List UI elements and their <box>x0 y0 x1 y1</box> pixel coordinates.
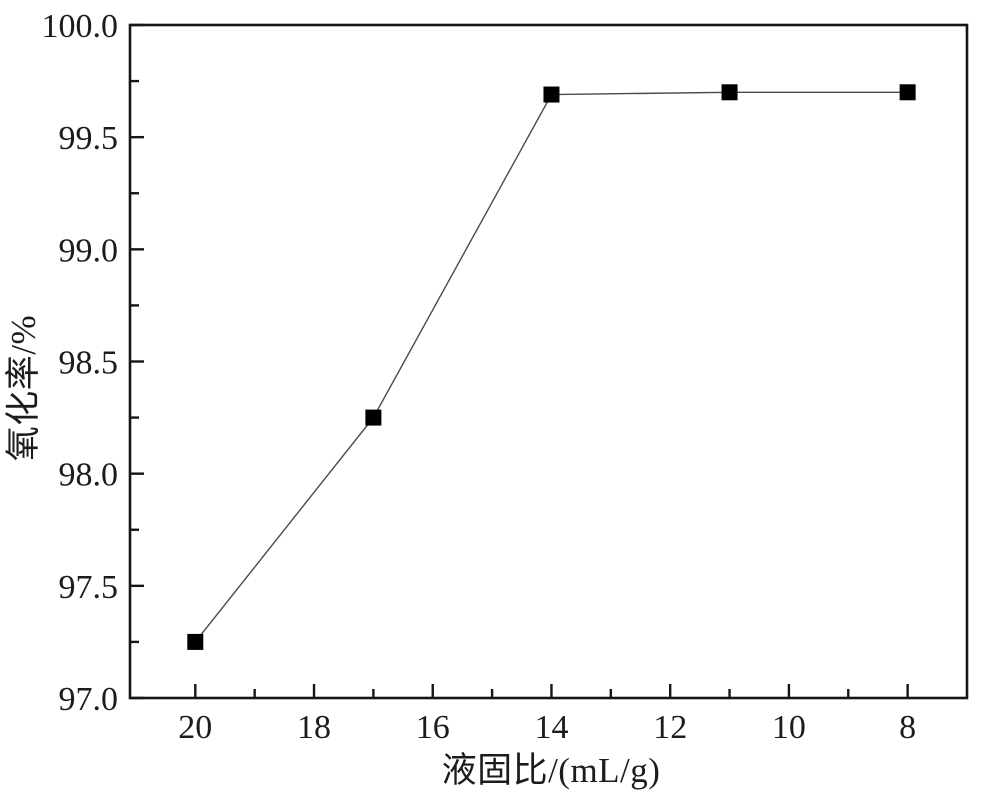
y-axis-tick-label: 98.0 <box>59 457 119 494</box>
x-axis-tick-label: 14 <box>534 709 568 746</box>
data-point-marker <box>365 409 382 426</box>
y-axis-tick-label: 98.5 <box>59 345 119 382</box>
y-axis-tick-label: 99.5 <box>59 120 119 157</box>
data-point-marker <box>543 86 560 103</box>
plot-frame <box>128 23 969 700</box>
y-axis-tick-label: 97.5 <box>59 569 119 606</box>
data-line <box>194 91 908 643</box>
x-axis-tick-label: 16 <box>416 709 450 746</box>
x-axis-tick-label: 18 <box>297 709 331 746</box>
data-point-marker <box>721 84 738 101</box>
x-axis-tick-label: 8 <box>899 709 916 746</box>
data-point-marker <box>187 633 204 650</box>
x-axis-tick-label: 12 <box>653 709 687 746</box>
y-axis-tick-label: 99.0 <box>59 232 119 269</box>
y-axis-tick-label: 97.0 <box>59 681 119 718</box>
y-axis-tick-label: 100.0 <box>42 8 119 45</box>
y-axis-title: 氧化率/% <box>4 314 43 462</box>
data-point-marker <box>899 84 916 101</box>
x-axis-title: 液固比/(mL/g) <box>441 751 661 790</box>
x-axis-tick-label: 10 <box>772 709 806 746</box>
x-axis-tick-label: 20 <box>178 709 212 746</box>
